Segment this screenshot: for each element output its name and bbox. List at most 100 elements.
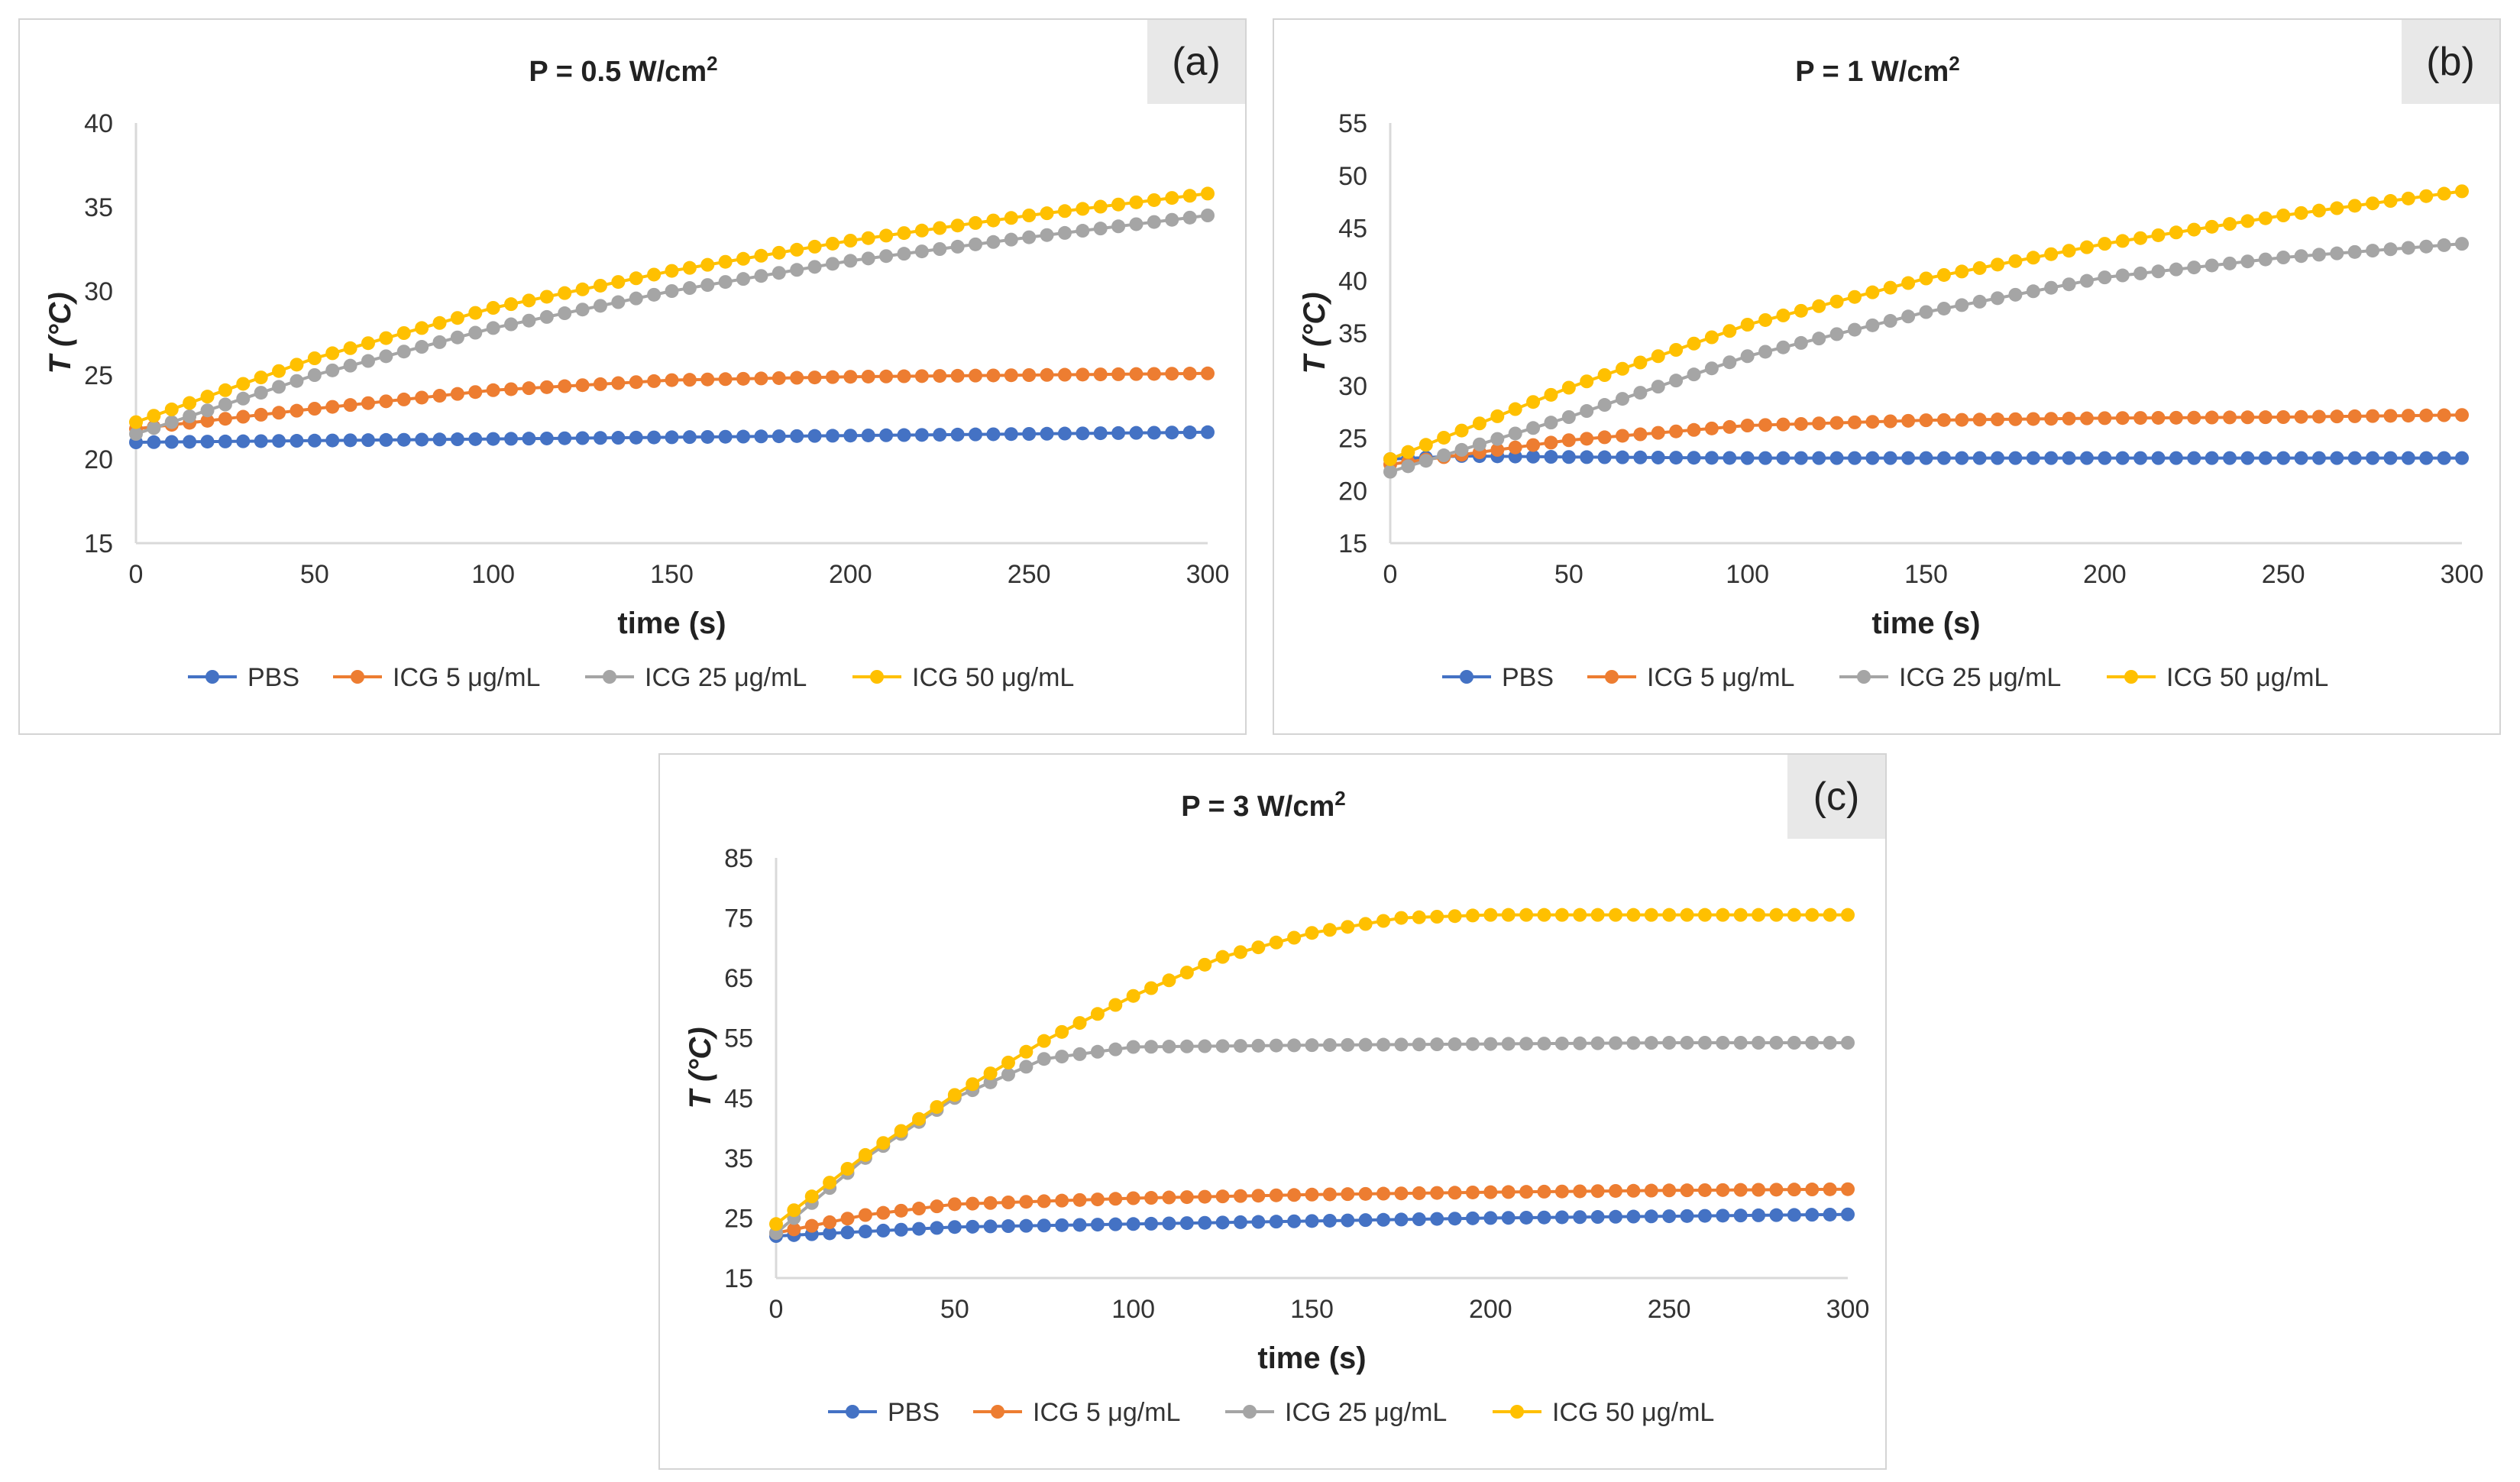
data-point <box>1198 1189 1212 1204</box>
data-point <box>1287 1038 1302 1053</box>
data-point <box>1040 228 1054 242</box>
data-point <box>325 433 340 448</box>
data-point <box>415 340 429 354</box>
data-point <box>1919 271 1933 286</box>
x-tick-label: 100 <box>1726 560 1769 589</box>
data-point <box>1412 1186 1426 1200</box>
x-tick-label: 200 <box>1469 1295 1512 1324</box>
data-point <box>432 335 447 349</box>
data-point <box>593 431 607 445</box>
data-point <box>769 1217 783 1231</box>
data-point <box>1144 1216 1159 1231</box>
data-point <box>1626 1183 1641 1198</box>
data-point <box>1147 193 1161 207</box>
data-point <box>290 434 304 448</box>
data-point <box>1687 336 1701 351</box>
data-point <box>1057 426 1072 441</box>
data-point <box>558 306 572 321</box>
data-point <box>147 409 161 423</box>
x-axis-label: time (s) <box>1871 607 1980 640</box>
data-point <box>164 415 179 429</box>
data-point <box>1805 1208 1820 1222</box>
data-point <box>1597 368 1612 382</box>
data-point <box>1669 451 1684 465</box>
data-point <box>147 421 161 435</box>
data-point <box>1144 1040 1159 1054</box>
x-tick-label: 250 <box>1648 1295 1691 1324</box>
x-tick-label: 200 <box>829 560 872 589</box>
data-point <box>2419 451 2434 465</box>
data-point <box>1723 451 1737 465</box>
data-point <box>1865 318 1880 332</box>
legend-marker <box>1510 1405 1524 1419</box>
data-point <box>682 430 697 445</box>
data-point <box>647 430 662 445</box>
data-point <box>1322 1037 1337 1052</box>
data-point <box>1394 1186 1409 1201</box>
data-point <box>1090 1218 1105 1232</box>
legend-label: ICG 5 μg/mL <box>1033 1398 1180 1427</box>
data-point <box>1093 426 1108 441</box>
data-point <box>1829 451 1844 465</box>
data-point <box>1554 1210 1569 1225</box>
data-point <box>2311 409 2326 424</box>
y-tick-label: 25 <box>1338 425 1367 454</box>
data-point <box>218 383 232 397</box>
data-point <box>1972 260 1987 275</box>
data-point <box>1680 1036 1694 1050</box>
data-point <box>1322 923 1337 937</box>
data-point <box>2330 201 2344 215</box>
data-point <box>1805 1183 1820 1197</box>
data-point <box>1955 451 1969 465</box>
data-point <box>1769 908 1784 922</box>
data-point <box>539 309 554 324</box>
data-point <box>876 1223 891 1238</box>
data-point <box>2401 409 2415 423</box>
data-point <box>1341 1187 1355 1202</box>
data-point <box>1704 451 1719 465</box>
data-point <box>200 413 215 428</box>
data-point <box>2240 451 2255 465</box>
data-point <box>2151 228 2166 242</box>
data-point <box>1501 1037 1516 1051</box>
data-point <box>1215 1215 1230 1230</box>
data-point <box>379 331 393 345</box>
data-point <box>236 377 251 391</box>
data-point <box>1076 367 1090 382</box>
data-point <box>947 1220 962 1234</box>
data-point <box>129 415 143 429</box>
data-point <box>325 400 340 414</box>
data-point <box>1358 1186 1373 1201</box>
data-point <box>1573 1184 1587 1199</box>
data-point <box>1644 1183 1658 1198</box>
data-point <box>1812 299 1826 313</box>
data-point <box>396 326 411 340</box>
data-point <box>1680 1209 1694 1223</box>
data-point <box>254 407 268 422</box>
legend-label: ICG 5 μg/mL <box>393 663 540 692</box>
data-point <box>1740 451 1755 465</box>
data-point <box>1448 1037 1462 1051</box>
data-point <box>1847 415 1862 429</box>
data-point <box>858 1208 872 1222</box>
data-point <box>575 282 590 296</box>
data-point <box>1680 1183 1694 1198</box>
data-point <box>1437 430 1451 445</box>
y-tick-label: 35 <box>1338 319 1367 348</box>
y-tick-label: 45 <box>724 1084 753 1113</box>
data-point <box>790 370 804 385</box>
data-point <box>1401 445 1415 459</box>
data-point <box>1430 910 1444 924</box>
legend: PBS ICG 5 μg/mL ICG 25 μg/mL ICG 50 μg/mL <box>828 1398 1714 1427</box>
x-axis-label: time (s) <box>617 607 726 640</box>
data-point <box>1626 908 1641 922</box>
data-point <box>1201 209 1215 222</box>
data-point <box>1901 451 1916 465</box>
data-point <box>2311 248 2326 262</box>
data-point <box>912 1112 927 1126</box>
data-point <box>1787 1208 1801 1222</box>
data-point <box>1287 930 1302 945</box>
data-point <box>1126 1191 1140 1205</box>
data-point <box>1841 1182 1855 1196</box>
data-point <box>2098 411 2112 426</box>
